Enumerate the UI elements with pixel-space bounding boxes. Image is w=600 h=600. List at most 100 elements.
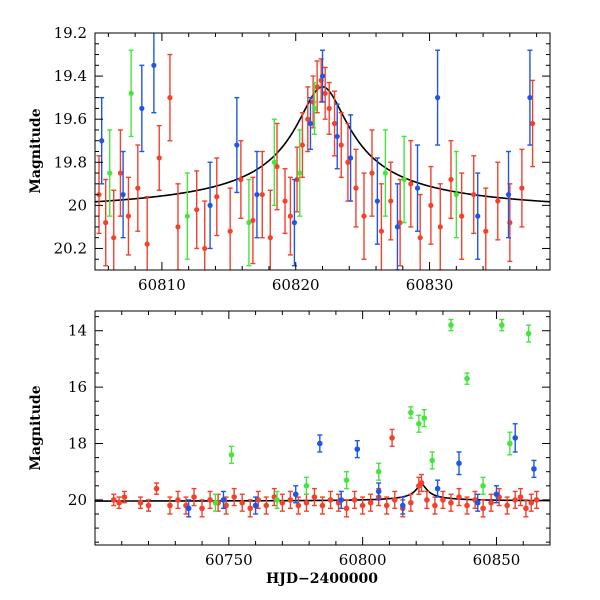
data-marker bbox=[369, 170, 375, 176]
data-marker bbox=[512, 435, 519, 441]
bottom-blue-point-0 bbox=[185, 499, 192, 518]
top-y-tick-label: 20.2 bbox=[54, 239, 87, 257]
data-marker bbox=[456, 494, 462, 500]
data-marker bbox=[519, 185, 525, 191]
bottom-x-tick-label: 60800 bbox=[339, 551, 387, 569]
bottom-x-tick-label: 60850 bbox=[473, 551, 521, 569]
bottom-red-point-0 bbox=[110, 493, 117, 507]
data-marker bbox=[184, 213, 190, 219]
data-marker bbox=[512, 497, 519, 503]
data-marker bbox=[434, 95, 441, 101]
data-marker bbox=[255, 497, 262, 503]
bottom-red-point-53 bbox=[523, 499, 529, 518]
data-marker bbox=[297, 170, 303, 176]
bottom-green-point-15 bbox=[525, 324, 532, 343]
top-red-point-0 bbox=[96, 155, 102, 235]
data-marker bbox=[418, 480, 425, 486]
data-marker bbox=[231, 494, 237, 500]
top-blue-point-0 bbox=[99, 96, 105, 185]
bottom-red-point-30 bbox=[359, 496, 366, 515]
bottom-green-point-6 bbox=[408, 406, 414, 419]
data-marker bbox=[326, 105, 332, 112]
bottom-red-point-10 bbox=[199, 499, 205, 518]
data-marker bbox=[125, 213, 132, 219]
data-marker bbox=[116, 499, 122, 506]
bottom-red-point-39 bbox=[418, 473, 425, 493]
data-marker bbox=[505, 191, 512, 198]
bottom-red-point-43 bbox=[448, 493, 454, 512]
bottom-red-point-41 bbox=[432, 496, 438, 515]
data-marker bbox=[96, 191, 102, 198]
data-marker bbox=[299, 142, 306, 148]
top-red-point-18 bbox=[274, 122, 280, 211]
top-red-point-38 bbox=[408, 140, 414, 228]
data-marker bbox=[504, 502, 510, 509]
data-marker bbox=[220, 497, 227, 503]
bottom-red-point-33 bbox=[383, 496, 390, 515]
top-red-point-33 bbox=[361, 172, 367, 260]
data-marker bbox=[135, 185, 141, 191]
data-marker bbox=[291, 220, 297, 226]
data-marker bbox=[107, 170, 113, 176]
top-x-tick-label: 60810 bbox=[138, 276, 186, 294]
data-marker bbox=[448, 322, 454, 328]
data-marker bbox=[338, 142, 344, 148]
bottom-red-point-9 bbox=[191, 487, 197, 507]
data-marker bbox=[401, 176, 407, 183]
data-marker bbox=[145, 502, 152, 509]
data-marker bbox=[322, 90, 328, 96]
data-marker bbox=[353, 185, 359, 191]
top-blue-point-18 bbox=[527, 49, 533, 146]
data-marker bbox=[408, 409, 414, 416]
data-marker bbox=[414, 185, 421, 191]
bottom-red-point-44 bbox=[456, 487, 462, 507]
top-blue-point-9 bbox=[319, 49, 326, 103]
bottom-red-point-14 bbox=[231, 487, 237, 507]
data-marker bbox=[111, 235, 117, 241]
top-green-point-9 bbox=[453, 150, 459, 239]
top-blue-point-5 bbox=[234, 96, 240, 194]
top-blue-point-7 bbox=[291, 178, 297, 267]
top-panel-data bbox=[95, 33, 550, 270]
data-marker bbox=[388, 198, 394, 204]
data-marker bbox=[319, 73, 326, 79]
bottom-series-blue bbox=[185, 423, 537, 518]
data-marker bbox=[475, 213, 481, 219]
data-marker bbox=[279, 499, 286, 506]
data-marker bbox=[307, 120, 314, 127]
bottom-green-point-1 bbox=[228, 445, 235, 464]
data-marker bbox=[378, 228, 384, 234]
top-y-tick-label: 19.2 bbox=[54, 24, 87, 42]
data-marker bbox=[156, 155, 162, 161]
top-red-point-23 bbox=[305, 86, 311, 153]
data-marker bbox=[408, 181, 414, 187]
bottom-green-point-10 bbox=[448, 318, 454, 332]
data-marker bbox=[317, 440, 323, 447]
data-marker bbox=[175, 497, 181, 503]
data-marker bbox=[480, 505, 486, 512]
data-marker bbox=[267, 235, 273, 241]
data-marker bbox=[151, 62, 157, 68]
top-red-point-21 bbox=[294, 146, 300, 213]
top-blue-point-1 bbox=[120, 150, 126, 239]
bottom-green-point-8 bbox=[421, 408, 428, 428]
top-red-point-28 bbox=[326, 81, 332, 135]
data-marker bbox=[228, 451, 235, 458]
top-red-point-15 bbox=[250, 176, 256, 265]
top-blue-point-3 bbox=[151, 33, 157, 114]
top-panel: 60810 60820 60830 19.2 19.4 19.6 19.8 20 20.2 Ma… bbox=[28, 24, 551, 294]
top-blue-point-11 bbox=[348, 114, 354, 202]
bottom-series-red bbox=[110, 428, 540, 518]
data-marker bbox=[343, 477, 350, 483]
bottom-red-point-50 bbox=[504, 496, 510, 515]
top-red-point-11 bbox=[202, 200, 208, 270]
data-marker bbox=[448, 176, 454, 183]
data-marker bbox=[311, 494, 318, 500]
data-marker bbox=[483, 228, 489, 234]
bottom-blue-point-3 bbox=[292, 485, 299, 504]
top-red-point-49 bbox=[530, 79, 536, 168]
top-blue-point-15 bbox=[434, 49, 441, 146]
top-red-point-9 bbox=[175, 183, 181, 270]
data-marker bbox=[331, 120, 338, 127]
